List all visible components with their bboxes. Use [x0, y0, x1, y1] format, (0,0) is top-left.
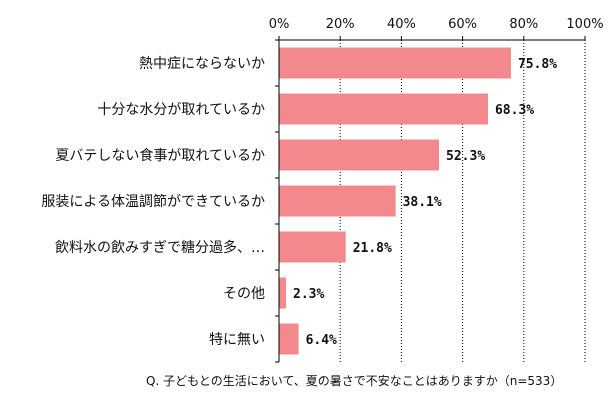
bar-2 — [279, 139, 440, 171]
data-label-0: 75.8% — [518, 57, 557, 72]
category-label-4: 飲料水の飲みすぎで糖分過多、… — [55, 239, 265, 256]
x-tick-label-20: 20% — [326, 17, 355, 32]
x-tick-label-40: 40% — [387, 17, 416, 32]
data-label-3: 38.1% — [403, 195, 442, 210]
data-label-4: 21.8% — [353, 241, 392, 256]
category-label-5: その他 — [223, 286, 265, 302]
bars — [279, 47, 511, 355]
bar-5 — [279, 277, 287, 309]
labels: 0% 20% 40% 60% 80% 100% 熱中症にならないか 75.8% 十分な水分が取れ… — [41, 17, 603, 348]
x-tick-label-80: 80% — [509, 17, 538, 32]
bar-0 — [279, 47, 511, 79]
category-label-2: 夏バテしない食事が取れているか — [55, 147, 265, 164]
data-label-5: 2.3% — [293, 287, 324, 302]
x-tick-label-0: 0% — [269, 17, 290, 32]
x-tick-label-60: 60% — [448, 17, 477, 32]
data-label-1: 68.3% — [495, 103, 534, 118]
category-label-1: 十分な水分が取れているか — [97, 102, 265, 118]
bar-4 — [279, 231, 346, 263]
category-label-3: 服装による体温調節ができているか — [41, 193, 265, 210]
category-label-6: 特に無い — [209, 332, 265, 348]
bar-1 — [279, 93, 488, 125]
axes — [275, 36, 586, 363]
bar-6 — [279, 323, 299, 355]
x-tick-label-100: 100% — [566, 17, 603, 32]
data-label-6: 6.4% — [306, 333, 337, 348]
survey-question-note: Q. 子どもとの生活において、夏の暑さで不安なことはありますか（n=533） — [146, 374, 563, 388]
data-label-2: 52.3% — [446, 149, 485, 164]
category-label-0: 熱中症にならないか — [139, 56, 265, 72]
bar-3 — [279, 185, 396, 217]
